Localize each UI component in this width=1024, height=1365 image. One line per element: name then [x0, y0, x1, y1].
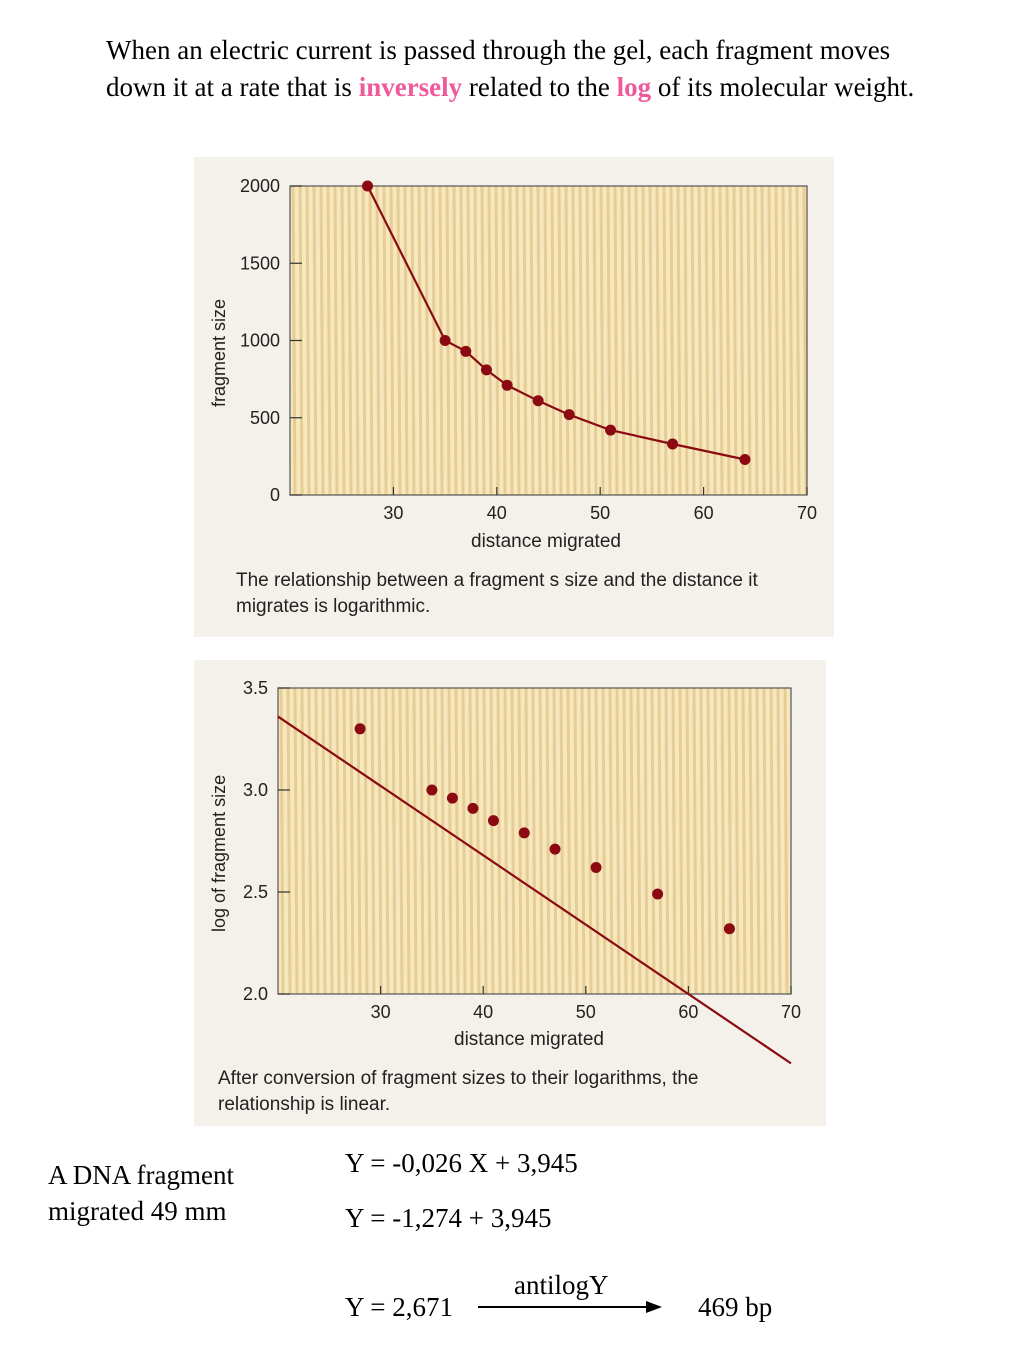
data-point	[439, 335, 451, 346]
intro-text-1: When an electric current is passed throu…	[106, 35, 891, 102]
data-point	[723, 923, 735, 935]
equation-1: Y = -0,026 X + 3,945	[345, 1148, 578, 1178]
x-tick-label: 40	[487, 503, 507, 523]
equation-3: Y = 2,671	[345, 1292, 453, 1322]
chart-panel-fragment-size: 0 500 1000 1500 2000 30 40 50 60 70 fragment size…	[194, 157, 834, 637]
data-point	[362, 180, 374, 192]
y-axis-label: fragment size	[209, 298, 229, 407]
fragment-note-line-2: migrated 49 mm	[48, 1196, 227, 1226]
x-axis-label: distance migrated	[471, 531, 621, 552]
x-tick-label: 70	[797, 503, 817, 523]
y-tick-label: 2.5	[243, 882, 268, 902]
y-tick-label: 1000	[240, 331, 280, 351]
intro-highlight-inversely: inversely	[358, 72, 463, 102]
plot-frame	[277, 687, 792, 995]
data-point	[739, 453, 751, 465]
arrow-label: antilogY	[514, 1270, 609, 1300]
x-tick-label: 30	[383, 503, 403, 523]
y-tick-label: 2.0	[243, 984, 268, 1004]
intro-text-2: related to the	[462, 72, 617, 102]
arrow-right-icon	[478, 1301, 662, 1313]
data-point	[652, 888, 664, 900]
y-tick-label: 1500	[240, 253, 280, 273]
chart-panel-log-fragment-size: 2.0 2.5 3.0 3.5 30 40 50 60 70 log of fragment s…	[194, 660, 826, 1126]
intro-highlight-log: log	[616, 72, 652, 102]
data-point	[605, 424, 617, 436]
data-point	[549, 843, 561, 855]
x-tick-label: 50	[576, 1002, 596, 1022]
x-tick-label: 30	[371, 1002, 391, 1022]
y-tick-label: 3.5	[243, 678, 268, 698]
data-point	[446, 792, 458, 804]
data-point	[518, 827, 530, 839]
equation-2: Y = -1,274 + 3,945	[345, 1203, 552, 1233]
chart-fragment-size-svg: 0 500 1000 1500 2000 30 40 50 60 70	[240, 176, 817, 523]
y-tick-label: 500	[250, 408, 280, 428]
data-point	[354, 723, 366, 735]
data-point	[480, 364, 492, 376]
x-tick-label: 60	[694, 503, 714, 523]
chart-log-fragment-size-svg: 2.0 2.5 3.0 3.5 30 40 50 60 70	[243, 678, 801, 1065]
fit-line	[277, 715, 792, 1065]
data-point	[590, 862, 602, 874]
x-tick-label: 40	[473, 1002, 493, 1022]
data-point	[501, 379, 513, 391]
data-point	[532, 395, 544, 407]
series-line	[366, 185, 746, 461]
intro-text-3: of its molecular weight.	[651, 72, 915, 102]
x-axis-label: distance migrated	[454, 1029, 604, 1050]
x-tick-label: 50	[590, 503, 610, 523]
x-tick-label: 70	[781, 1002, 801, 1022]
chart-caption: After conversion of fragment sizes to th…	[218, 1068, 699, 1115]
result-value: 469 bp	[698, 1292, 773, 1322]
x-tick-label: 60	[678, 1002, 698, 1022]
data-point	[460, 345, 472, 357]
data-point	[563, 409, 575, 421]
data-point	[467, 802, 479, 814]
y-tick-label: 2000	[240, 176, 280, 196]
data-point	[487, 815, 499, 827]
data-point	[667, 438, 679, 450]
fragment-note-line-1: A DNA fragment	[48, 1160, 234, 1190]
chart-caption: The relationship between a fragment s si…	[236, 570, 758, 617]
y-axis-label: log of fragment size	[209, 774, 229, 932]
y-tick-label: 3.0	[243, 780, 268, 800]
data-point	[426, 784, 438, 796]
intro-paragraph: When an electric current is passed throu…	[106, 32, 926, 106]
y-tick-label: 0	[270, 485, 280, 505]
